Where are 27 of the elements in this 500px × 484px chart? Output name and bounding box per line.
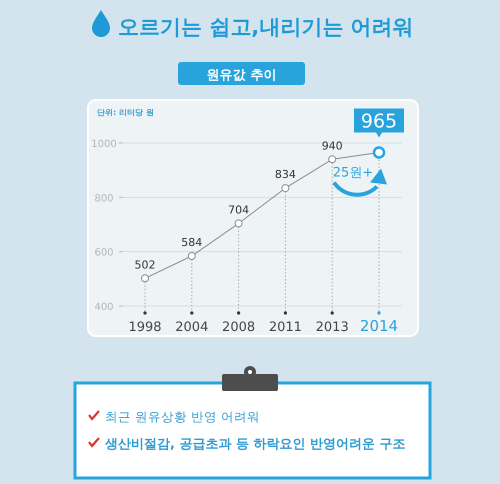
- data-label: 704: [228, 203, 250, 216]
- data-label: 965: [360, 110, 398, 133]
- point: [234, 219, 243, 228]
- point: [328, 155, 336, 164]
- point: [188, 252, 196, 260]
- x-tick-label: 2011: [268, 320, 302, 335]
- chart-title: 오르기는 쉽고,내리기는 어려워: [118, 15, 414, 39]
- x-tick-label: 2004: [175, 320, 208, 335]
- text: 단위: 리터당 원: [97, 108, 154, 117]
- x-tick-label: 2008: [222, 320, 256, 335]
- y-tick-label: 800: [94, 193, 114, 204]
- text: 최근 원유상황 반영 어려워: [105, 409, 260, 424]
- x-tick-label: 2014: [360, 317, 398, 335]
- y-tick-label: 400: [94, 302, 114, 313]
- chart-subtitle: 원유값 추이: [206, 68, 276, 83]
- annotation: 25원+: [332, 166, 374, 181]
- point: [281, 184, 290, 192]
- text: 생산비절감, 공급초과 등 하락요인 반영어려운 구조: [104, 437, 406, 452]
- data-label: 834: [274, 168, 296, 182]
- data-label: 502: [134, 258, 156, 272]
- y-tick-label: 600: [94, 248, 114, 259]
- data-label: 584: [181, 236, 202, 250]
- point: [141, 274, 149, 282]
- y-tick-label: 1000: [91, 139, 117, 150]
- data-label: 940: [322, 139, 343, 152]
- x-tick-label: 1998: [128, 320, 162, 335]
- x-tick-label: 2013: [316, 320, 349, 335]
